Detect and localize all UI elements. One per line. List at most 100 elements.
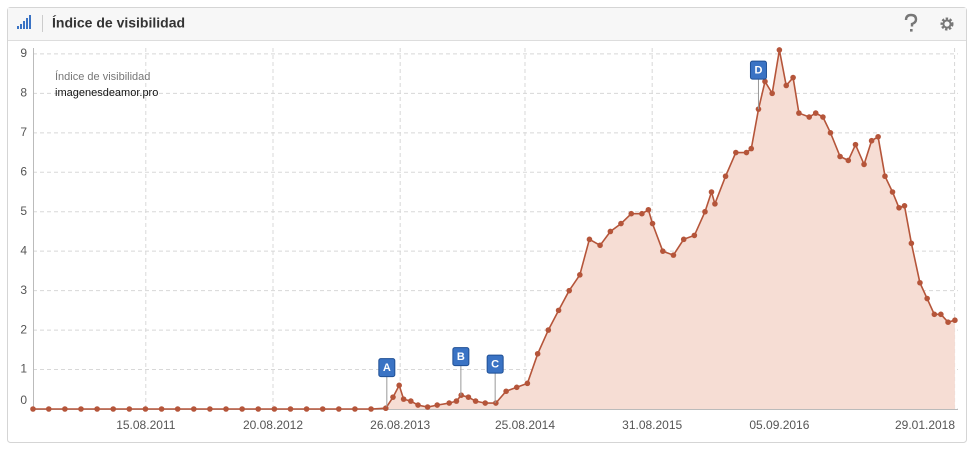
x-tick-label: 20.08.2012 [243, 418, 303, 432]
data-point [503, 388, 509, 395]
data-point [577, 272, 583, 278]
y-tick-label: 4 [20, 243, 27, 257]
data-point [712, 201, 718, 207]
data-point [827, 130, 834, 136]
data-point [708, 189, 715, 195]
data-point [938, 311, 944, 318]
data-point [534, 350, 541, 357]
y-tick-label: 7 [20, 125, 27, 139]
data-point [660, 248, 666, 254]
data-point [882, 173, 888, 180]
data-point [917, 279, 923, 286]
data-point [513, 384, 520, 391]
data-point [812, 110, 819, 116]
data-point [465, 394, 472, 400]
area-fill [33, 50, 955, 409]
data-point [924, 295, 930, 302]
y-tick-label: 5 [20, 204, 27, 218]
data-point [607, 228, 614, 235]
data-point [806, 114, 813, 120]
data-point [30, 406, 36, 412]
event-label: B [457, 351, 465, 363]
data-point [618, 220, 624, 227]
data-point [408, 398, 414, 404]
data-point [319, 406, 326, 412]
data-point [524, 380, 531, 387]
data-point [837, 153, 843, 160]
data-point [931, 311, 938, 318]
data-point [762, 78, 768, 85]
y-tick-label: 2 [20, 322, 27, 336]
data-point [94, 406, 100, 412]
event-flag [378, 358, 396, 378]
data-point [796, 110, 802, 116]
data-point [628, 210, 635, 217]
data-point [493, 400, 499, 406]
data-point [271, 406, 278, 412]
y-tick-label: 1 [20, 362, 27, 376]
data-point [174, 406, 181, 412]
data-point [952, 317, 958, 324]
data-point [790, 74, 796, 81]
data-point [845, 157, 852, 164]
legend-title: Índice de visibilidad [55, 70, 150, 83]
event-flag [452, 347, 470, 367]
event-label: A [383, 362, 391, 374]
data-point [702, 208, 708, 215]
event-label: D [754, 65, 762, 77]
data-point [287, 406, 294, 412]
data-point [400, 396, 407, 402]
data-point [472, 398, 479, 404]
data-point [649, 220, 656, 227]
data-point [434, 402, 441, 408]
y-tick-label: 0 [20, 393, 27, 407]
data-point [255, 406, 262, 412]
chart-icon [17, 15, 31, 29]
data-point [691, 232, 698, 239]
data-point [126, 406, 133, 412]
data-point [896, 204, 902, 211]
legend-entry: imagenesdeamor.pro [55, 87, 158, 99]
data-point [645, 206, 652, 213]
data-point [382, 405, 389, 412]
data-point [889, 189, 896, 195]
event-flag [749, 60, 767, 80]
data-point [908, 240, 915, 247]
data-point [566, 287, 573, 294]
data-point [555, 307, 562, 314]
data-point [190, 406, 197, 412]
data-point [142, 406, 149, 412]
data-point [945, 319, 951, 326]
help-icon[interactable] [904, 13, 918, 32]
data-point [776, 47, 783, 53]
x-tick-label: 25.08.2014 [495, 418, 555, 432]
data-point [158, 406, 165, 412]
x-tick-label: 05.09.2016 [749, 418, 809, 432]
data-point [670, 252, 677, 258]
data-point [875, 133, 881, 140]
data-point [722, 173, 729, 180]
data-point [223, 406, 229, 412]
data-point [901, 203, 908, 209]
data-point [239, 406, 245, 412]
data-point [743, 149, 750, 156]
data-point [396, 382, 402, 389]
data-point [748, 145, 755, 152]
data-point [207, 406, 213, 412]
data-point [110, 406, 117, 412]
data-point [861, 161, 867, 168]
data-point [482, 400, 489, 406]
data-point [78, 406, 84, 412]
x-tick-label: 26.08.2013 [370, 418, 430, 432]
settings-icon[interactable] [940, 17, 954, 31]
data-point [783, 82, 790, 89]
data-point [453, 398, 460, 404]
event-flag [486, 354, 504, 374]
data-point [336, 406, 342, 412]
data-point [424, 404, 431, 410]
x-tick-label: 15.08.2011 [116, 418, 175, 432]
panel-title: Índice de visibilidad [52, 15, 185, 31]
x-tick-label: 29.01.2018 [895, 418, 955, 432]
data-point [769, 90, 775, 97]
